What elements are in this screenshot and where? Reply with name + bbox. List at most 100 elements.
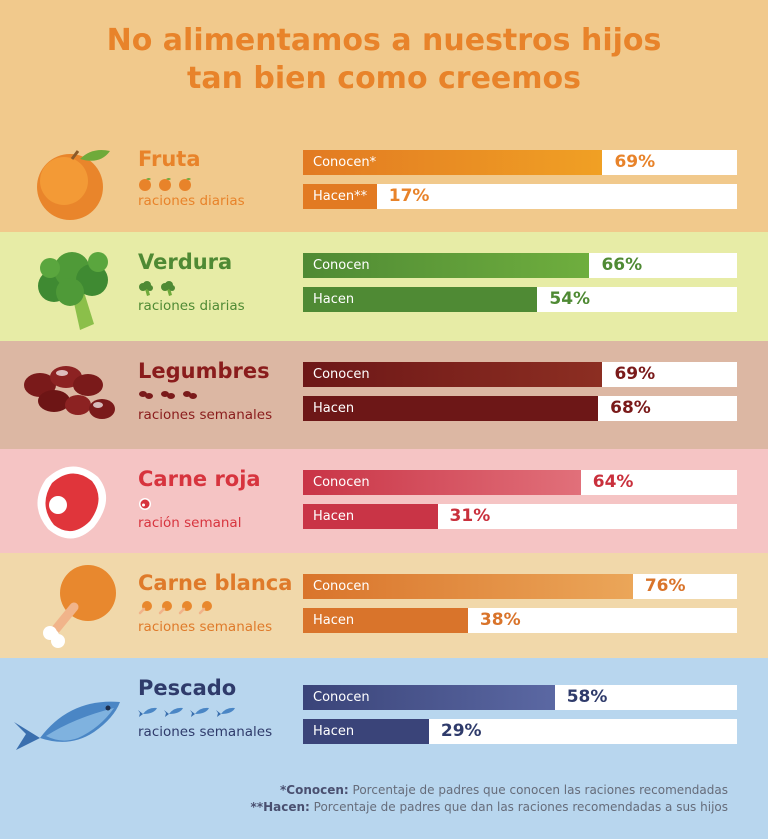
bar-conocen — [303, 685, 555, 710]
category-name: Legumbres — [138, 359, 270, 383]
ration-icons — [138, 280, 176, 296]
portion-label: raciones semanales — [138, 724, 273, 740]
category-row-5: Carne blanca raciones semanales Conocen 76%… — [0, 553, 768, 658]
page-title: No alimentamos a nuestros hijos tan bien… — [0, 22, 768, 98]
footnote-hacen: **Hacen: Porcentaje de padres que dan la… — [250, 800, 728, 814]
bar-hacen — [303, 504, 438, 529]
bar-hacen — [303, 287, 538, 312]
bar-label-conocen: Conocen* — [313, 155, 377, 170]
ration-fish-icon — [216, 706, 236, 718]
bar-value-conocen: 69% — [614, 364, 656, 384]
ration-chicken-leg-icon — [178, 601, 192, 615]
bar-track-conocen: Conocen 66% — [303, 253, 737, 278]
bar-value-hacen: 68% — [610, 398, 651, 418]
bar-track-hacen: Hacen 54% — [303, 287, 737, 312]
bar-label-hacen: Hacen — [313, 509, 355, 524]
bar-label-hacen: Hacen** — [313, 189, 368, 204]
bar-value-hacen: 54% — [549, 289, 591, 309]
ration-icons — [138, 177, 192, 191]
category-name: Fruta — [138, 147, 201, 171]
ration-icons — [138, 497, 152, 511]
bar-value-hacen: 38% — [479, 610, 521, 630]
fish-icon — [10, 688, 130, 762]
ration-icons — [138, 601, 212, 615]
category-row-3: Legumbres raciones semanales Conocen 69% Hac… — [0, 341, 768, 449]
ration-broccoli-icon — [160, 280, 176, 296]
ration-broccoli-icon — [138, 280, 154, 296]
footnote-conocen: *Conocen: Porcentaje de padres que conoc… — [280, 783, 728, 797]
category-name: Verdura — [138, 250, 233, 274]
steak-icon — [32, 459, 112, 547]
portion-label: raciones diarias — [138, 298, 245, 314]
bar-track-conocen: Conocen 69% — [303, 362, 737, 387]
bar-value-hacen: 17% — [388, 186, 430, 206]
bar-track-hacen: Hacen 68% — [303, 396, 737, 421]
bar-value-hacen: 29% — [440, 721, 482, 741]
bar-track-conocen: Conocen 64% — [303, 470, 737, 495]
ration-icons — [138, 706, 236, 718]
bar-value-conocen: 76% — [644, 576, 686, 596]
beans-icon — [22, 363, 117, 427]
bar-label-hacen: Hacen — [313, 613, 355, 628]
title-line-1: No alimentamos a nuestros hijos — [106, 23, 662, 58]
bar-value-conocen: 58% — [566, 687, 608, 707]
bar-value-hacen: 31% — [449, 506, 491, 526]
bar-value-conocen: 66% — [601, 255, 643, 275]
ration-orange-icon — [178, 177, 192, 191]
chicken-leg-icon — [36, 563, 116, 653]
ration-orange-icon — [138, 177, 152, 191]
category-row-2: Verdura raciones diarias Conocen 66% Hacen 54… — [0, 232, 768, 341]
orange-icon — [32, 141, 114, 227]
ration-beans-icon — [160, 389, 176, 401]
broccoli-icon — [32, 244, 114, 338]
bar-conocen — [303, 362, 603, 387]
bar-track-hacen: Hacen 31% — [303, 504, 737, 529]
portion-label: raciones semanales — [138, 407, 273, 423]
bar-value-conocen: 69% — [614, 152, 656, 172]
ration-steak-icon — [138, 497, 152, 511]
category-row-6: Pescado raciones semanales Conocen 58% Hacen… — [0, 658, 768, 839]
bar-conocen — [303, 150, 603, 175]
title-line-2: tan bien como creemos — [187, 61, 581, 96]
bar-label-hacen: Hacen — [313, 401, 355, 416]
category-name: Pescado — [138, 676, 237, 700]
ration-orange-icon — [158, 177, 172, 191]
bar-label-conocen: Conocen — [313, 475, 370, 490]
portion-label: raciones semanales — [138, 619, 273, 635]
bar-label-hacen: Hacen — [313, 292, 355, 307]
bar-hacen — [303, 608, 468, 633]
bar-track-conocen: Conocen* 69% — [303, 150, 737, 175]
portion-label: ración semanal — [138, 515, 242, 531]
bar-hacen — [303, 719, 429, 744]
bar-track-hacen: Hacen 29% — [303, 719, 737, 744]
category-row-1: Fruta raciones diarias Conocen* 69% Hacen** 1… — [0, 133, 768, 232]
ration-icons — [138, 389, 198, 401]
ration-chicken-leg-icon — [158, 601, 172, 615]
bar-track-conocen: Conocen 58% — [303, 685, 737, 710]
ration-fish-icon — [190, 706, 210, 718]
ration-chicken-leg-icon — [198, 601, 212, 615]
bar-label-conocen: Conocen — [313, 579, 370, 594]
bar-track-conocen: Conocen 76% — [303, 574, 737, 599]
bar-hacen — [303, 396, 599, 421]
bar-label-conocen: Conocen — [313, 690, 370, 705]
bar-label-conocen: Conocen — [313, 367, 370, 382]
ration-beans-icon — [182, 389, 198, 401]
bar-hacen — [303, 184, 377, 209]
bar-value-conocen: 64% — [592, 472, 634, 492]
bar-track-hacen: Hacen** 17% — [303, 184, 737, 209]
bar-label-conocen: Conocen — [313, 258, 370, 273]
ration-beans-icon — [138, 389, 154, 401]
category-name: Carne roja — [138, 467, 261, 491]
bar-conocen — [303, 470, 581, 495]
ration-chicken-leg-icon — [138, 601, 152, 615]
bar-track-hacen: Hacen 38% — [303, 608, 737, 633]
bar-conocen — [303, 253, 590, 278]
bar-label-hacen: Hacen — [313, 724, 355, 739]
bar-conocen — [303, 574, 633, 599]
portion-label: raciones diarias — [138, 193, 245, 209]
ration-fish-icon — [138, 706, 158, 718]
ration-fish-icon — [164, 706, 184, 718]
category-row-4: Carne roja ración semanal Conocen 64% Hacen 3… — [0, 449, 768, 553]
